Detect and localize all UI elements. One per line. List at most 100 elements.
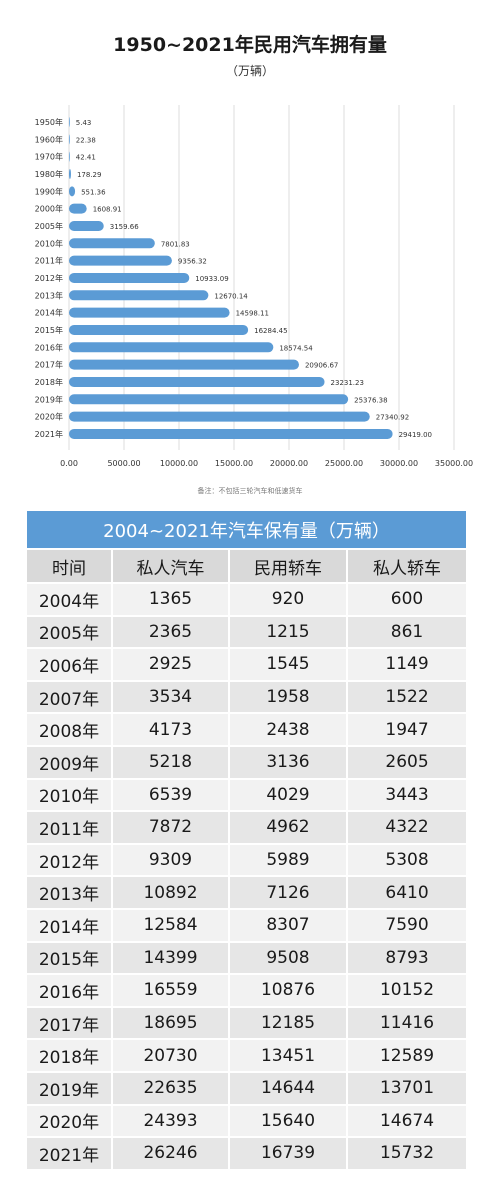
header-cell-private-cars: 私人汽车 — [113, 548, 230, 582]
table-cell: 16739 — [230, 1136, 348, 1169]
table-cell: 18695 — [113, 1005, 230, 1039]
table-cell: 5308 — [348, 842, 467, 876]
table-row: 2010年 6539 4029 3443 — [27, 777, 467, 811]
table-row: 2004年 1365 920 600 — [27, 582, 467, 615]
table-row: 2017年 18695 12185 11416 — [27, 1005, 467, 1039]
table-cell: 10876 — [230, 973, 348, 1006]
table-header-row: 时间 私人汽车 民用轿车 私人轿车 — [27, 548, 467, 582]
bar — [69, 428, 393, 439]
table-row: 2005年 2365 1215 861 — [27, 614, 467, 648]
table-cell: 2012年 — [27, 842, 113, 876]
table-cell: 3136 — [230, 744, 348, 778]
value-label: 27340.92 — [376, 414, 409, 422]
value-label: 10933.09 — [195, 275, 228, 283]
table-cell: 12185 — [230, 1005, 348, 1039]
table-cell: 920 — [230, 582, 348, 615]
table-row: 2009年 5218 3136 2605 — [27, 744, 467, 778]
x-tick-label: 10000.00 — [160, 459, 198, 468]
table-cell: 2017年 — [27, 1005, 113, 1039]
table-row: 2006年 2925 1545 1149 — [27, 647, 467, 680]
table-cell: 8793 — [348, 940, 467, 974]
table-cell: 2010年 — [27, 777, 113, 811]
value-label: 42.41 — [76, 154, 96, 162]
table-cell: 1958 — [230, 679, 348, 713]
value-label: 3159.66 — [110, 223, 139, 231]
table-cell: 2013年 — [27, 875, 113, 908]
table-cell: 1522 — [348, 679, 467, 713]
table-cell: 2005年 — [27, 614, 113, 648]
table-cell: 5218 — [113, 744, 230, 778]
table-row: 2019年 22635 14644 13701 — [27, 1070, 467, 1104]
table-cell: 2011年 — [27, 810, 113, 843]
table-cell: 2020年 — [27, 1103, 113, 1137]
table-cell: 24393 — [113, 1103, 230, 1137]
table-cell: 1365 — [113, 582, 230, 615]
table-row: 2012年 9309 5989 5308 — [27, 842, 467, 876]
value-label: 7801.83 — [161, 240, 190, 248]
bar — [69, 255, 172, 266]
bar — [69, 290, 209, 301]
bar — [69, 186, 76, 197]
value-label: 22.38 — [76, 136, 96, 144]
header-cell-private-sedans: 私人轿车 — [348, 548, 467, 582]
table-cell: 7872 — [113, 810, 230, 843]
bar — [69, 359, 299, 370]
chart-note: 备注：不包括三轮汽车和低速货车 — [197, 487, 303, 495]
table-cell: 3534 — [113, 679, 230, 713]
table-cell: 2018年 — [27, 1038, 113, 1071]
table-cell: 13701 — [348, 1070, 467, 1104]
table-cell: 2014年 — [27, 907, 113, 941]
table-cell: 4322 — [348, 810, 467, 843]
header-cell-civil-sedans: 民用轿车 — [230, 548, 348, 582]
bar — [69, 220, 104, 231]
category-label: 2016年 — [35, 342, 63, 352]
value-label: 9356.32 — [178, 258, 207, 266]
table-cell: 5989 — [230, 842, 348, 876]
car-ownership-table-wrap: 2004~2021年汽车保有量（万辆） 时间 私人汽车 民用轿车 私人轿车 20… — [27, 511, 467, 1169]
x-tick-label: 15000.00 — [215, 459, 253, 468]
bar — [69, 117, 70, 127]
bar — [69, 307, 230, 318]
table-cell: 6539 — [113, 777, 230, 811]
table-row: 2020年 24393 15640 14674 — [27, 1103, 467, 1137]
bar — [69, 168, 71, 179]
table-row: 2018年 20730 13451 12589 — [27, 1038, 467, 1071]
category-label: 1980年 — [35, 169, 63, 179]
table-cell: 26246 — [113, 1136, 230, 1169]
table-row: 2011年 7872 4962 4322 — [27, 810, 467, 843]
table-cell: 20730 — [113, 1038, 230, 1071]
table-cell: 9309 — [113, 842, 230, 876]
category-label: 2013年 — [35, 290, 63, 300]
category-label: 1970年 — [35, 152, 63, 162]
table-row: 2014年 12584 8307 7590 — [27, 907, 467, 941]
value-label: 551.36 — [81, 188, 106, 196]
table-cell: 4173 — [113, 712, 230, 745]
table-cell: 12589 — [348, 1038, 467, 1071]
table-row: 2007年 3534 1958 1522 — [27, 679, 467, 713]
x-tick-label: 5000.00 — [107, 459, 140, 468]
table-cell: 13451 — [230, 1038, 348, 1071]
bar — [69, 394, 349, 405]
header-cell-time: 时间 — [27, 548, 113, 582]
table-cell: 2006年 — [27, 647, 113, 680]
value-label: 16284.45 — [254, 327, 287, 335]
bar — [69, 324, 249, 335]
table-cell: 600 — [348, 582, 467, 615]
table-cell: 2008年 — [27, 712, 113, 745]
category-label: 2000年 — [35, 204, 63, 214]
table-cell: 22635 — [113, 1070, 230, 1104]
table-cell: 2015年 — [27, 940, 113, 974]
bar — [69, 238, 155, 249]
table-cell: 12584 — [113, 907, 230, 941]
bar-chart: 0.00 5000.00 10000.00 15000.00 20000.00 25000… — [35, 105, 473, 468]
value-label: 23231.23 — [331, 379, 364, 387]
table-cell: 9508 — [230, 940, 348, 974]
table-cell: 14674 — [348, 1103, 467, 1137]
table-cell: 2007年 — [27, 679, 113, 713]
table-cell: 861 — [348, 614, 467, 648]
table-cell: 2438 — [230, 712, 348, 745]
table-row: 2016年 16559 10876 10152 — [27, 973, 467, 1006]
table-cell: 6410 — [348, 875, 467, 908]
category-label: 2011年 — [35, 256, 63, 266]
table-cell: 2021年 — [27, 1136, 113, 1169]
